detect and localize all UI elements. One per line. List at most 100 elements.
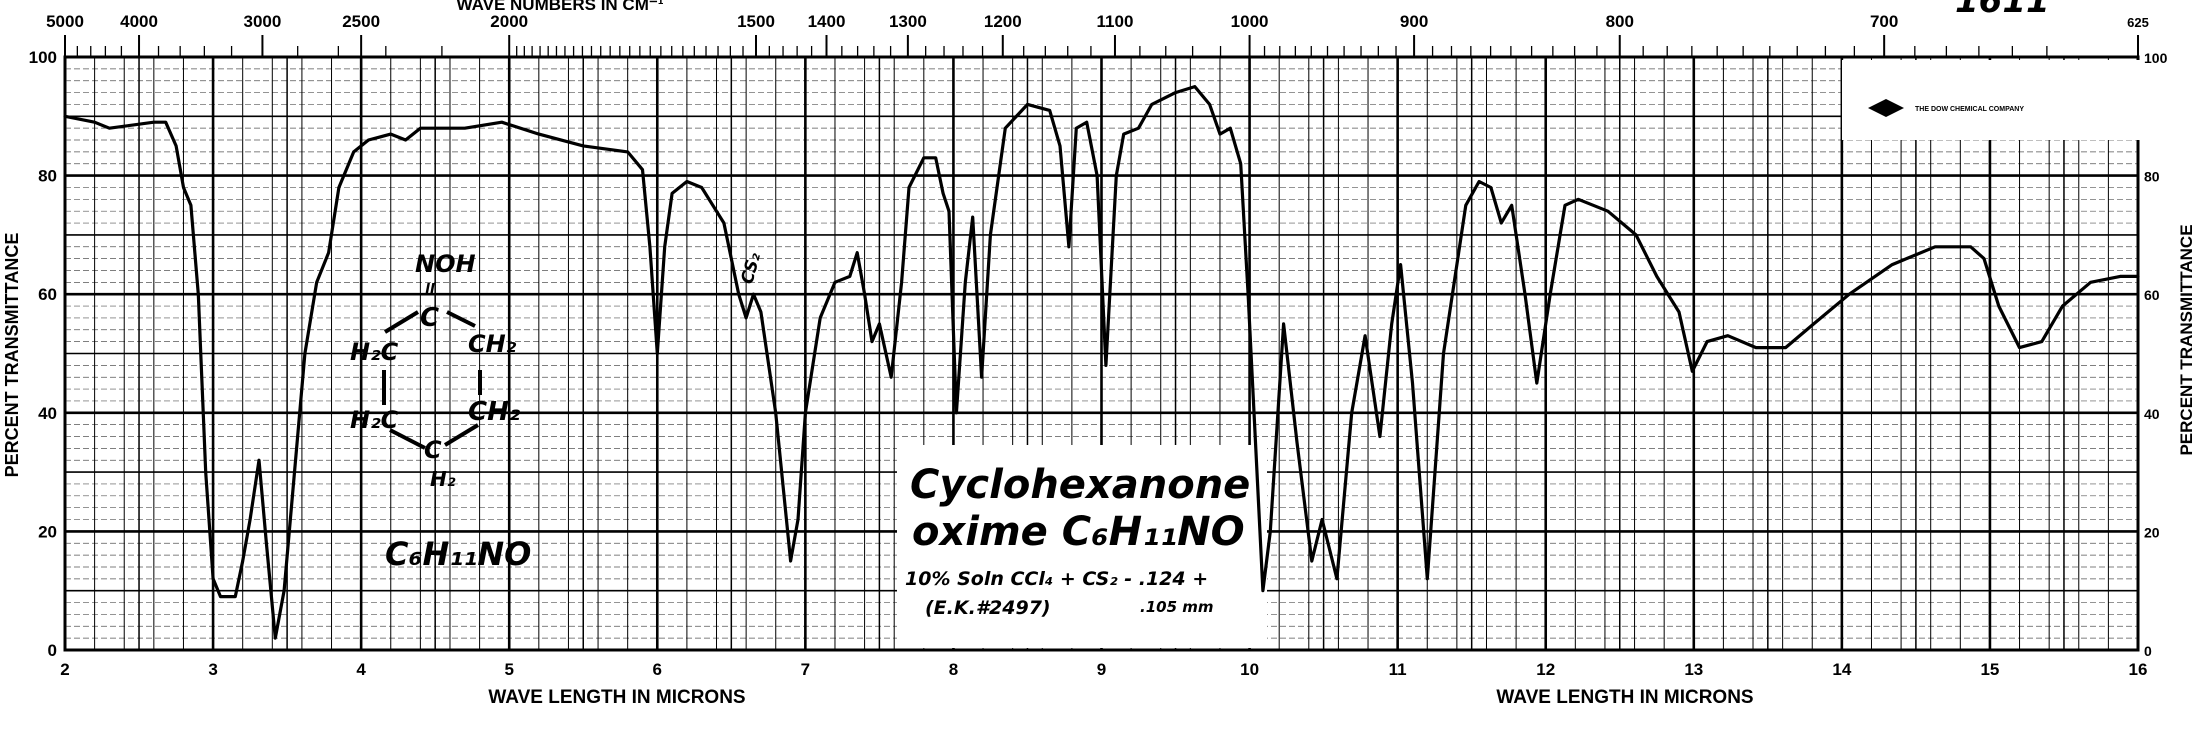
- data-point: [1848, 293, 1851, 296]
- data-point: [980, 376, 983, 379]
- data-point: [108, 127, 111, 129]
- data-point: [2119, 275, 2122, 278]
- data-point: [1336, 578, 1338, 580]
- data-point: [1983, 257, 1985, 260]
- data-point: [1812, 323, 1815, 325]
- dow-logo-box: THE DOW CHEMICAL COMPANY: [1842, 60, 2140, 140]
- structure-h2-bottom: H₂: [430, 467, 456, 491]
- data-point: [1691, 370, 1694, 373]
- data-point: [1379, 435, 1381, 438]
- x-tick-label: 16: [2129, 660, 2148, 679]
- data-point: [1115, 174, 1118, 177]
- data-point: [1706, 340, 1708, 343]
- structure-ch2-right-top: CH₂: [468, 330, 517, 358]
- x-tick-label: 10: [1240, 660, 1259, 679]
- top-axis-title: WAVE NUMBERS IN CM⁻¹: [457, 0, 664, 14]
- data-point: [274, 637, 277, 639]
- wavenumber-tick-label: 1000: [1231, 12, 1269, 31]
- data-point: [752, 293, 755, 296]
- data-point: [1296, 441, 1298, 444]
- x-axis-label-left: WAVE LENGTH IN MICRONS: [488, 687, 745, 708]
- data-point: [804, 412, 807, 414]
- wavenumber-tick-label: 625: [2127, 15, 2149, 30]
- data-point: [212, 578, 214, 580]
- data-point: [249, 518, 251, 521]
- data-point: [649, 245, 651, 248]
- data-point: [389, 133, 392, 135]
- data-point: [856, 251, 858, 254]
- wavenumber-tick-label: 700: [1870, 12, 1898, 31]
- x-tick-label: 5: [504, 660, 513, 679]
- data-point: [1310, 560, 1313, 562]
- data-point: [93, 121, 96, 124]
- data-point: [1122, 133, 1125, 135]
- data-point: [1969, 245, 1972, 248]
- data-point: [1607, 210, 1609, 212]
- data-point: [367, 139, 370, 141]
- data-point: [964, 281, 967, 284]
- x-tick-label: 12: [1536, 660, 1555, 679]
- data-point: [1442, 352, 1445, 355]
- data-point: [774, 412, 777, 414]
- data-point: [760, 311, 762, 313]
- data-point: [737, 293, 740, 296]
- data-point: [1464, 204, 1467, 207]
- data-point: [1934, 245, 1936, 248]
- wavenumber-axis: 5000 4000 3000 2500 2000 1500 1400 1300 1200 1100…: [46, 12, 2149, 57]
- y-tick-label: 20: [38, 522, 57, 541]
- data-point: [1193, 85, 1196, 88]
- dow-diamond-logo: [1868, 99, 1904, 117]
- data-point: [1364, 334, 1366, 337]
- wavenumber-tick-label: 800: [1606, 12, 1634, 31]
- data-point: [797, 518, 799, 521]
- data-point: [175, 145, 177, 147]
- data-point: [1678, 311, 1680, 313]
- data-point: [923, 157, 925, 159]
- wavenumber-tick-label: 5000: [46, 12, 84, 31]
- structure-drawing: NOH ll C H₂C CH₂ H₂C CH₂ C H₂ C₆H₁₁NO: [350, 250, 531, 573]
- data-point: [900, 281, 903, 284]
- data-point: [64, 115, 66, 118]
- sample-label-box: Cyclohexanone oxime C₆H₁₁NO 10% Soln CCl…: [897, 445, 1267, 648]
- x-tick-label: 7: [801, 660, 810, 679]
- data-point: [283, 589, 285, 592]
- data-point: [1137, 127, 1140, 129]
- data-point: [942, 192, 944, 195]
- right-y-tick-label: 100: [2144, 50, 2168, 66]
- y-tick-label: 100: [29, 48, 57, 67]
- data-point: [700, 186, 703, 189]
- data-point: [1577, 198, 1580, 201]
- data-point: [1208, 103, 1211, 106]
- wavenumber-tick-label: 4000: [120, 12, 158, 31]
- x-axis-label-right: WAVE LENGTH IN MICRONS: [1496, 687, 1753, 708]
- data-point: [1026, 103, 1029, 106]
- data-point: [538, 133, 540, 135]
- wavenumber-tick-label: 1100: [1097, 12, 1134, 31]
- data-point: [656, 352, 659, 355]
- data-point: [1229, 127, 1232, 129]
- data-point: [419, 127, 422, 129]
- structure-noh: NOH: [415, 250, 476, 278]
- spectrum-series: [63, 85, 2140, 640]
- structure-h2c-left-bottom: H₂C: [350, 406, 399, 434]
- data-point: [871, 340, 873, 343]
- conditions-text: 10% Soln CCl₄ + CS₂ - .124 +: [905, 568, 1208, 590]
- data-point: [1399, 263, 1402, 266]
- data-point: [948, 210, 950, 212]
- wavenumber-tick-label: 1400: [808, 12, 846, 31]
- x-tick-label: 14: [1832, 660, 1851, 679]
- data-point: [1478, 180, 1480, 183]
- x-tick-label: 15: [1980, 660, 1999, 679]
- data-point: [1059, 145, 1061, 147]
- data-point: [955, 412, 958, 414]
- data-point: [663, 245, 666, 248]
- data-point: [241, 560, 244, 562]
- y-tick-label: 60: [38, 285, 57, 304]
- data-point: [1490, 186, 1492, 189]
- data-point: [190, 204, 192, 207]
- data-point: [1635, 234, 1637, 236]
- data-point: [315, 281, 318, 284]
- data-point: [1524, 293, 1526, 296]
- data-point: [1068, 245, 1070, 248]
